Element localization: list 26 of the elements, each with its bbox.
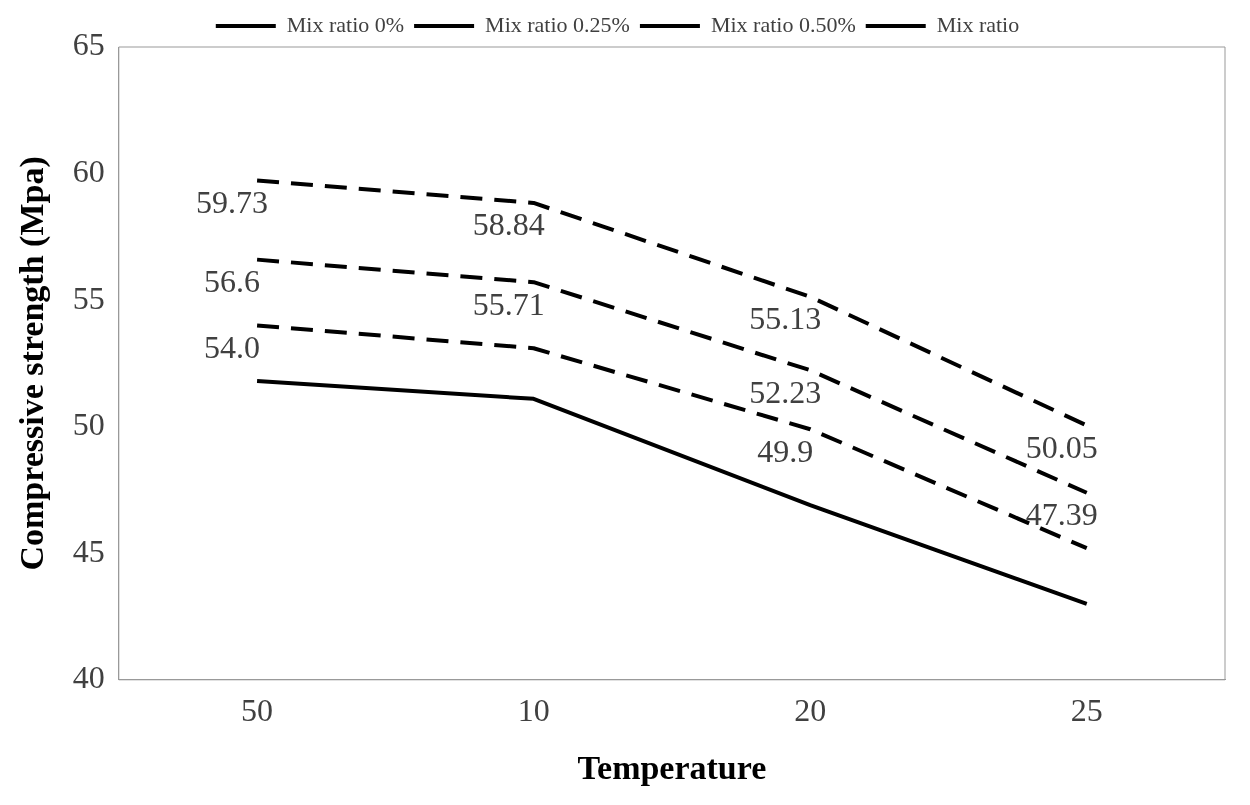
x-axis-title: Temperature <box>577 749 767 787</box>
y-tick-label: 40 <box>72 659 105 696</box>
x-tick-label: 10 <box>517 692 550 729</box>
data-label: 55.71 <box>472 285 545 322</box>
x-tick-label: 50 <box>241 692 274 729</box>
data-label: 55.13 <box>749 300 822 337</box>
y-tick-label: 55 <box>72 279 105 316</box>
data-label: 49.9 <box>757 432 814 469</box>
y-tick-label: 65 <box>72 26 105 63</box>
y-tick-label: 45 <box>72 532 105 569</box>
y-axis-title: Compressive strength (Mpa) <box>13 156 52 571</box>
y-tick-label: 50 <box>72 406 105 443</box>
x-tick-label: 20 <box>794 692 827 729</box>
data-label: 56.6 <box>204 263 261 300</box>
data-label: 54.0 <box>204 328 261 365</box>
legend-label: Mix ratio <box>936 11 1020 37</box>
legend-label: Mix ratio 0.50% <box>710 11 856 37</box>
x-tick-label: 25 <box>1070 692 1103 729</box>
data-label: 59.73 <box>196 183 269 220</box>
data-label: 52.23 <box>749 373 822 410</box>
data-label: 58.84 <box>472 206 545 243</box>
data-label: 47.39 <box>1025 496 1098 533</box>
legend-label: Mix ratio 0.25% <box>485 11 630 37</box>
y-tick-label: 60 <box>72 152 105 189</box>
data-label: 50.05 <box>1025 428 1098 465</box>
legend-label: Mix ratio 0% <box>286 11 405 37</box>
